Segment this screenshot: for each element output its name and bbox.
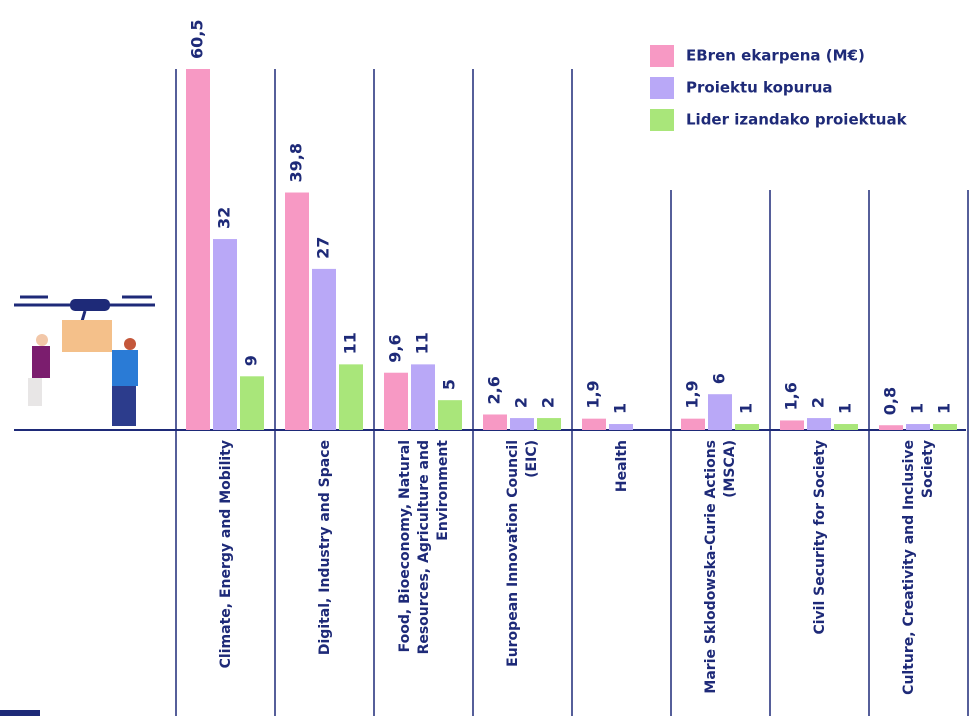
legend-label: EBren ekarpena (M€) — [686, 47, 865, 65]
bar — [186, 69, 210, 430]
x-tick-label: Digital, Industry and Space — [316, 440, 332, 656]
bar — [312, 268, 336, 430]
value-label: 11 — [413, 332, 432, 354]
value-label: 1,6 — [782, 382, 801, 410]
value-label: 2 — [539, 397, 558, 408]
value-label: 27 — [314, 237, 333, 259]
value-label: 6 — [710, 373, 729, 384]
bar — [411, 364, 435, 430]
bar — [879, 425, 903, 430]
value-label: 1 — [737, 403, 756, 414]
bar — [213, 239, 237, 430]
bar — [537, 418, 561, 430]
bar — [339, 364, 363, 430]
bar — [483, 414, 507, 430]
legend-label: Lider izandako proiektuak — [686, 111, 908, 129]
bar — [285, 192, 309, 430]
value-label: 11 — [341, 332, 360, 354]
corner-mark — [0, 710, 40, 716]
bar — [906, 424, 930, 430]
bar — [834, 424, 858, 430]
value-label: 1,9 — [584, 380, 603, 408]
value-label: 60,5 — [188, 20, 207, 59]
x-tick-label: Culture, Creativity and Inclusive Societ… — [900, 440, 936, 695]
bar — [384, 372, 408, 430]
bar — [708, 394, 732, 430]
value-label: 1 — [836, 403, 855, 414]
value-label: 1,9 — [683, 380, 702, 408]
bar — [510, 418, 534, 430]
value-label: 32 — [215, 207, 234, 229]
x-tick-label: European Innovation Council (EIC) — [504, 440, 540, 667]
value-label: 0,8 — [881, 387, 900, 415]
bar — [681, 418, 705, 430]
bar — [933, 424, 957, 430]
legend-swatch — [650, 109, 674, 131]
value-label: 9,6 — [386, 334, 405, 362]
x-tick-label: Civil Security for Society — [811, 440, 827, 635]
bar — [735, 424, 759, 430]
bar — [240, 376, 264, 430]
x-tick-label: Climate, Energy and Mobility — [217, 440, 233, 669]
x-tick-label: Marie Sklodowska-Curie Actions (MSCA) — [702, 440, 738, 694]
value-label: 2 — [809, 397, 828, 408]
bar — [780, 420, 804, 430]
x-tick-label: Health — [613, 440, 629, 493]
legend-swatch — [650, 45, 674, 67]
bar — [438, 400, 462, 430]
illustration — [14, 295, 155, 426]
legend-label: Proiektu kopurua — [686, 79, 833, 97]
value-label: 5 — [440, 379, 459, 390]
x-tick-label: Food, Bioeconomy, Natural Resources, Agr… — [396, 440, 450, 655]
value-label: 1 — [611, 403, 630, 414]
value-label: 2,6 — [485, 376, 504, 404]
bar — [609, 424, 633, 430]
value-label: 1 — [935, 403, 954, 414]
legend-swatch — [650, 77, 674, 99]
bar — [582, 418, 606, 430]
value-label: 2 — [512, 397, 531, 408]
value-label: 9 — [242, 355, 261, 366]
value-label: 39,8 — [287, 143, 306, 182]
bar — [807, 418, 831, 430]
value-label: 1 — [908, 403, 927, 414]
